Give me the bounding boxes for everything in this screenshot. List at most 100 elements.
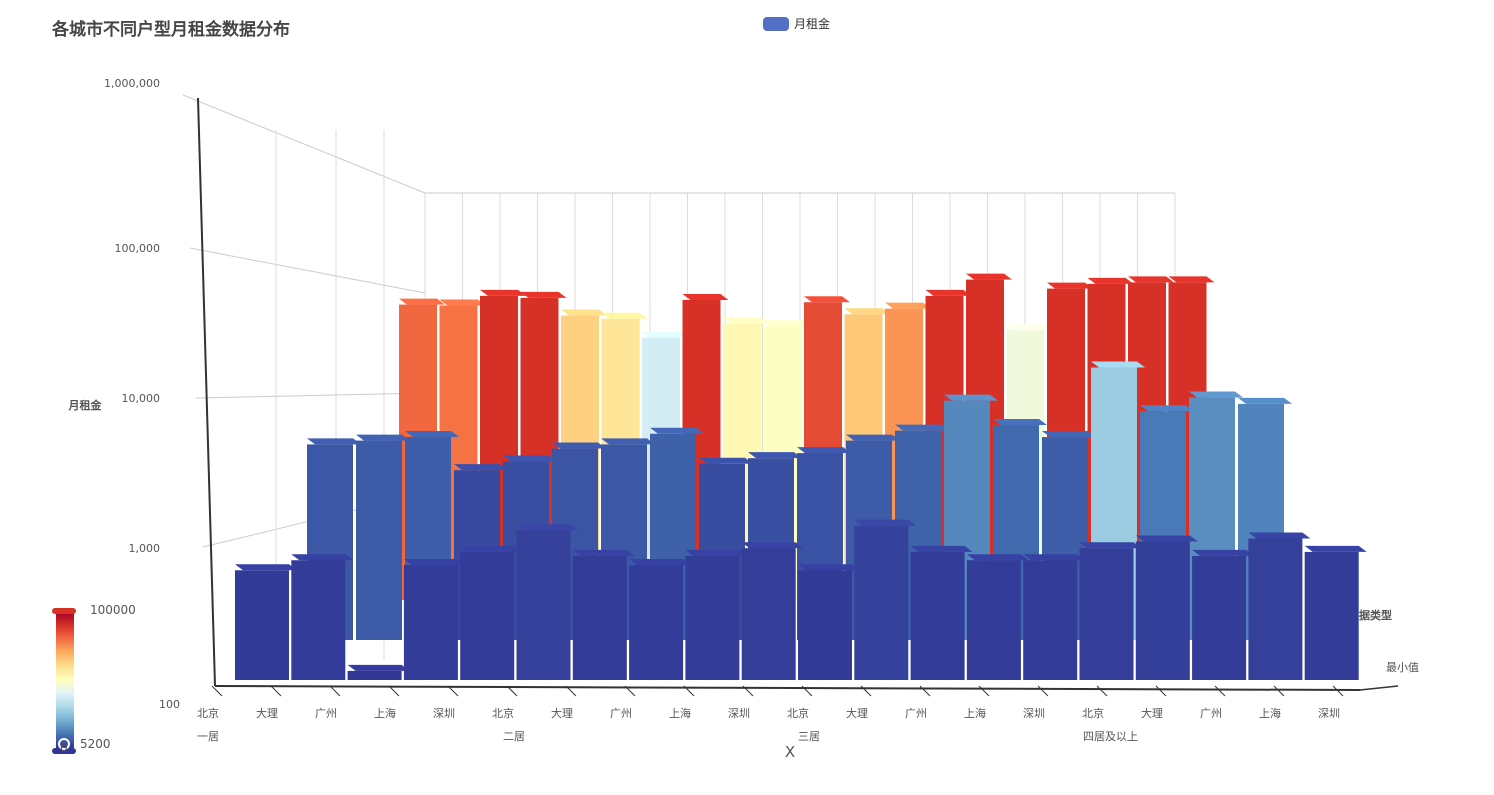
bar-top-face xyxy=(454,464,508,471)
z-tick-label: 1,000,000 xyxy=(104,77,160,90)
bar-front-face xyxy=(403,565,458,680)
bar xyxy=(1248,532,1311,680)
bar-top-face xyxy=(846,434,900,441)
x-tick-label: 广州 xyxy=(1200,707,1222,720)
bar-top-face xyxy=(910,545,973,552)
bar-front-face xyxy=(1135,541,1190,680)
x-tick xyxy=(506,685,518,697)
bar-top-face xyxy=(356,434,410,441)
bar-top-face xyxy=(1128,276,1174,283)
x-tick-label: 广州 xyxy=(315,707,337,720)
x-tick-label: 深圳 xyxy=(433,707,455,720)
bar-top-face xyxy=(763,319,810,326)
y-axis-name: 数据类型 xyxy=(1348,608,1392,622)
x-tick-label: 深圳 xyxy=(1023,707,1045,720)
bar xyxy=(685,549,748,680)
bar xyxy=(910,545,973,680)
bar-top-face xyxy=(1023,554,1086,561)
bar-top-face xyxy=(403,559,466,565)
bar-top-face xyxy=(1135,535,1198,542)
visual-map-top-handle[interactable] xyxy=(52,608,76,614)
bar xyxy=(798,564,860,680)
z-tick-label: 100 xyxy=(159,698,180,711)
bar-top-face xyxy=(895,424,949,431)
bar-top-face xyxy=(1006,324,1053,331)
bar-front-face xyxy=(1304,551,1359,680)
bar-top-face xyxy=(347,664,410,671)
visual-map-max-label: 100000 xyxy=(90,603,136,617)
x-tick-label: 大理 xyxy=(846,706,868,720)
bar-top-face xyxy=(1304,545,1367,552)
bar-top-face xyxy=(503,455,557,462)
x-tick-label: 上海 xyxy=(964,706,986,720)
x-tick-label: 上海 xyxy=(1259,706,1281,720)
bar-top-face xyxy=(993,419,1047,426)
bar-top-face xyxy=(291,554,354,561)
bar-top-face xyxy=(516,524,579,531)
x-axis-name: X xyxy=(785,743,795,761)
x-tick xyxy=(270,685,282,697)
bar-top-face xyxy=(699,457,753,464)
bar-front-face xyxy=(910,551,965,680)
x-tick-label: 大理 xyxy=(551,706,573,720)
x-tick xyxy=(1332,685,1344,697)
visual-map-bottom-handle[interactable] xyxy=(52,748,76,754)
bar xyxy=(1079,542,1142,680)
bar-top-face xyxy=(1079,542,1142,549)
visual-map-handle-value: 5200 xyxy=(80,737,111,751)
bar-front-face xyxy=(966,560,1021,680)
bar-front-face xyxy=(460,551,515,680)
legend-label: 月租金 xyxy=(794,17,831,31)
x-tick xyxy=(801,685,813,697)
z-axis-line xyxy=(197,97,216,687)
x-tick-label: 北京 xyxy=(492,706,514,720)
x-tick xyxy=(329,685,341,697)
bar-top-face xyxy=(723,317,769,324)
bar-top-face xyxy=(798,564,860,571)
bar-front-face xyxy=(1248,538,1303,680)
x-tick xyxy=(1037,685,1049,697)
bar-front-face xyxy=(741,548,796,680)
bar-front-face xyxy=(1192,555,1247,680)
bar-front-face xyxy=(798,570,852,680)
x-tick xyxy=(211,685,223,697)
z-axis-name: 月租金 xyxy=(68,398,103,412)
bar xyxy=(291,554,354,680)
bar-top-face xyxy=(1091,361,1145,368)
bar xyxy=(1135,535,1198,680)
bar-top-face xyxy=(399,298,445,305)
bar-top-face xyxy=(1140,405,1194,412)
bar xyxy=(403,559,466,680)
bar xyxy=(966,554,1029,680)
bar-front-face xyxy=(572,555,627,680)
visual-map-handle-icon[interactable] xyxy=(58,738,70,750)
x-tick-label: 北京 xyxy=(787,706,809,720)
x-group-label: 三居 xyxy=(798,730,820,743)
bar-top-face xyxy=(629,559,692,565)
x-tick xyxy=(1214,685,1226,697)
bar-front-face xyxy=(1023,560,1078,680)
z-tick-label: 10,000 xyxy=(122,392,161,405)
z-tick-label: 1,000 xyxy=(129,542,161,555)
x-tick-label: 大理 xyxy=(1141,706,1163,720)
bar xyxy=(572,549,635,680)
bar-top-face xyxy=(804,296,850,303)
x-group-label: 二居 xyxy=(503,730,525,743)
bar-top-face xyxy=(966,273,1012,280)
bar xyxy=(516,524,579,680)
y-axis-line xyxy=(1359,685,1399,691)
y-tick-label: 最小值 xyxy=(1386,661,1419,674)
x-tick xyxy=(742,685,754,697)
visual-map-min-label: 0 xyxy=(60,741,68,755)
x-tick xyxy=(624,685,636,697)
bar-front-face xyxy=(685,555,740,680)
x-tick-label: 上海 xyxy=(669,706,691,720)
bar-top-face xyxy=(854,519,917,526)
x-tick-label: 广州 xyxy=(905,707,927,720)
bar-top-face xyxy=(797,447,851,454)
legend-item[interactable]: 月租金 xyxy=(763,15,830,32)
bar-top-face xyxy=(1047,282,1093,289)
bar-front-face xyxy=(235,570,289,680)
bar-top-face xyxy=(307,438,361,445)
